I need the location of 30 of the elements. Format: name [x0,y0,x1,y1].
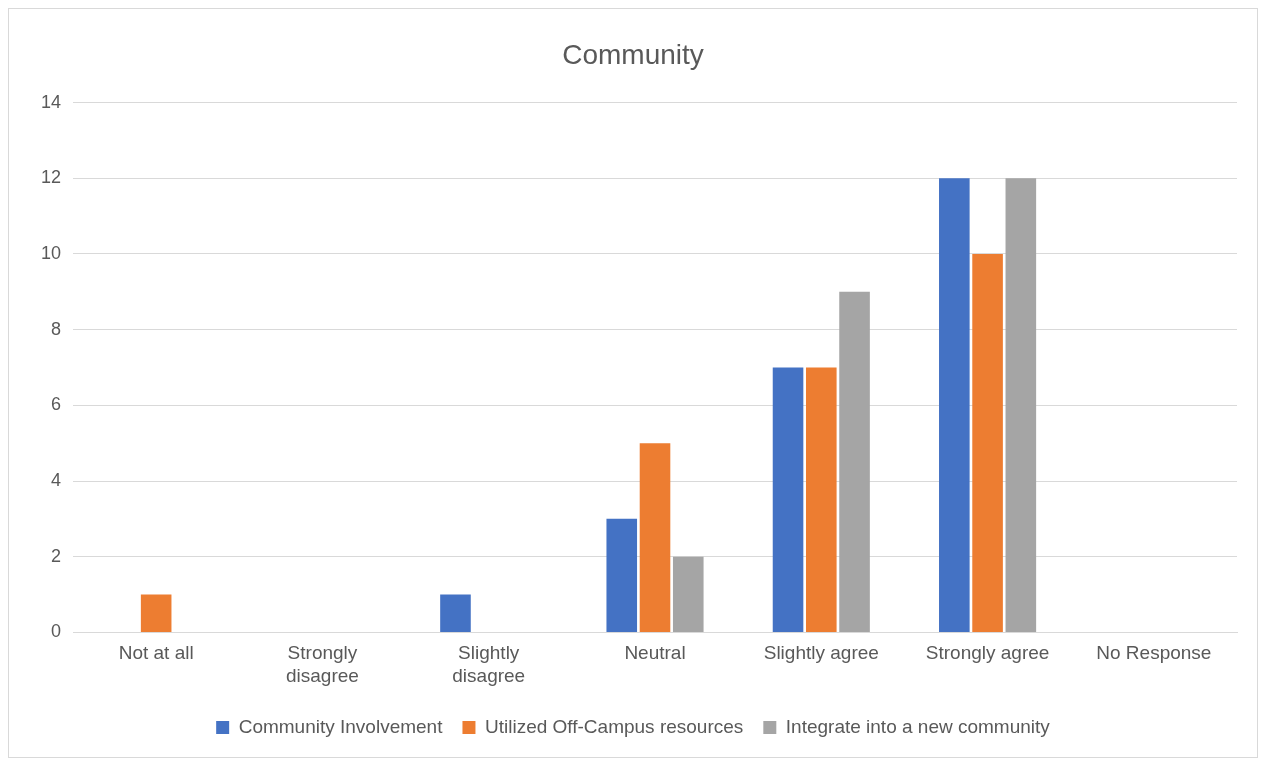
legend-label: Utilized Off-Campus resources [484,715,744,737]
y-tick-label: 14 [40,91,62,112]
bar [606,518,638,632]
x-tick-label: Neutral [624,642,686,664]
x-tick-label: Strongly agree [925,642,1050,664]
y-tick-label: 8 [51,318,62,339]
x-tick-label: No Response [1096,642,1212,664]
x-tick-label: Slightly agree [763,642,879,664]
y-tick-label: 6 [51,394,62,415]
y-tick-label: 12 [40,167,62,188]
y-tick-label: 10 [40,242,62,263]
bar [440,594,471,632]
legend-label: Integrate into a new community [785,715,1051,737]
y-tick-label: 2 [51,545,62,566]
x-tick-label: Not at all [118,642,194,664]
bar [672,556,704,632]
bar [806,367,837,632]
bar [939,178,970,632]
bar [639,443,671,632]
bar [972,253,1003,632]
bar [772,367,804,632]
chart-title: Community [562,38,704,70]
bar [839,291,870,632]
x-tick-label: Strongly disagree [286,642,359,686]
y-tick-label: 4 [51,470,62,490]
bar [1005,178,1037,632]
x-tick-label: Slightly disagree [452,642,526,686]
bar [140,594,172,632]
legend-label: Community Involvement [238,715,444,737]
y-tick-label: 0 [51,621,62,642]
